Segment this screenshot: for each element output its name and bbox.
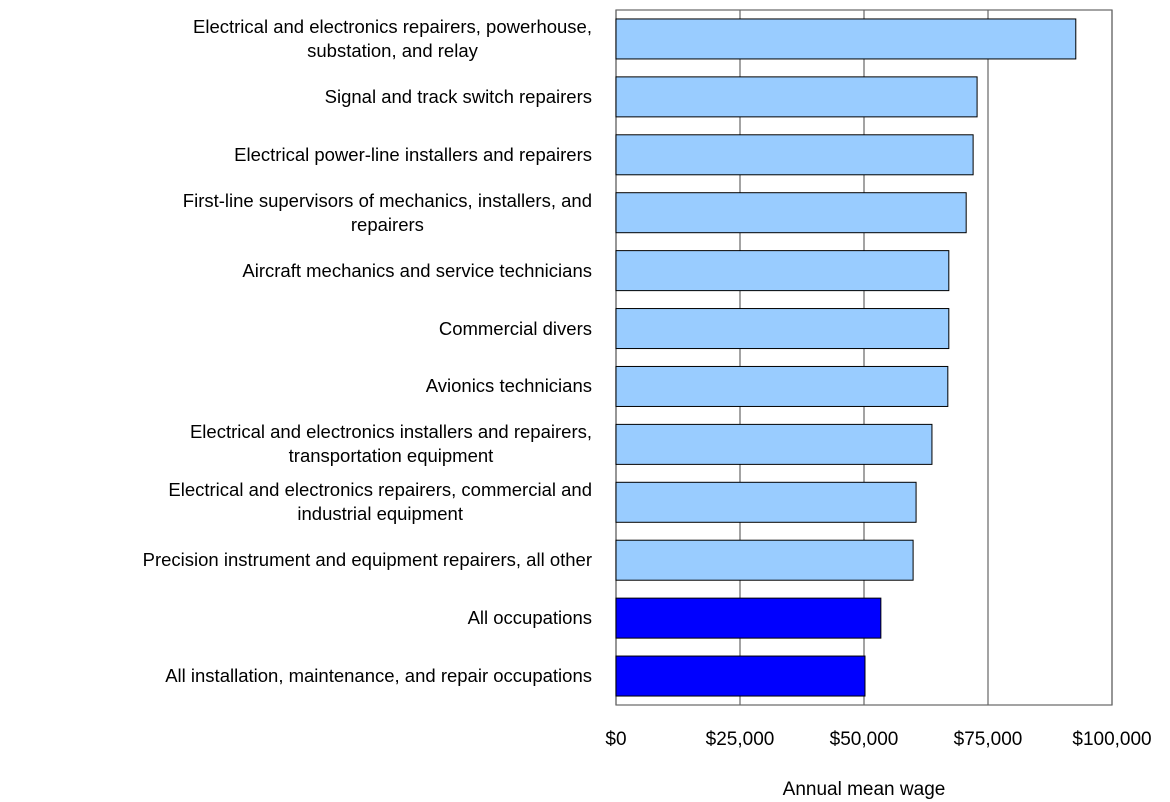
plot-frame — [615, 9, 1113, 706]
bar — [615, 308, 950, 350]
bar — [615, 250, 950, 292]
y-tick-label: Signal and track switch repairers — [325, 85, 592, 109]
label-line: First-line supervisors of mechanics, ins… — [182, 189, 592, 211]
y-tick-label: Aircraft mechanics and service technicia… — [242, 259, 592, 283]
x-tick-label: $25,000 — [706, 729, 775, 750]
label-line: transportation equipment — [288, 445, 494, 467]
bar — [615, 134, 974, 176]
label-line: Electrical and electronics repairers, co… — [168, 479, 592, 501]
y-tick-label: Electrical and electronics repairers, po… — [193, 15, 592, 63]
y-tick-label: Commercial divers — [439, 317, 592, 341]
bar — [615, 76, 978, 118]
label-line: Commercial divers — [438, 317, 592, 339]
label-line: substation, and relay — [307, 39, 478, 61]
bar — [615, 539, 914, 581]
bar — [615, 597, 882, 639]
label-line: Precision instrument and equipment repai… — [142, 549, 592, 571]
y-tick-label: Avionics technicians — [426, 374, 592, 398]
label-line: All occupations — [467, 607, 592, 629]
y-tick-label: Electrical and electronics repairers, co… — [168, 478, 592, 526]
label-line: industrial equipment — [297, 503, 463, 525]
x-tick-label: $75,000 — [954, 729, 1023, 750]
x-tick-label: $50,000 — [830, 729, 899, 750]
y-tick-label: Electrical power-line installers and rep… — [234, 143, 592, 167]
y-tick-label: Electrical and electronics installers an… — [190, 420, 592, 468]
label-line: Signal and track switch repairers — [324, 85, 592, 107]
bar — [615, 655, 866, 697]
y-tick-label: Precision instrument and equipment repai… — [143, 548, 592, 572]
bar — [615, 423, 933, 465]
x-tick-label: $0 — [605, 729, 626, 750]
x-axis-title: Annual mean wage — [783, 779, 946, 800]
y-tick-label: All occupations — [468, 606, 592, 630]
y-tick-label: First-line supervisors of mechanics, ins… — [183, 189, 592, 237]
label-line: Aircraft mechanics and service technicia… — [242, 259, 592, 281]
bar — [615, 18, 1077, 60]
label-line: All installation, maintenance, and repai… — [165, 665, 592, 687]
x-tick-label: $100,000 — [1072, 729, 1151, 750]
bar — [615, 192, 967, 234]
label-line: repairers — [350, 213, 424, 235]
label-line: Electrical and electronics installers an… — [189, 421, 592, 443]
y-tick-label: All installation, maintenance, and repai… — [165, 664, 592, 688]
label-line: Electrical power-line installers and rep… — [234, 143, 592, 165]
label-line: Avionics technicians — [425, 375, 592, 397]
label-line: Electrical and electronics repairers, po… — [193, 15, 592, 37]
bar — [615, 365, 949, 407]
bar — [615, 481, 917, 523]
